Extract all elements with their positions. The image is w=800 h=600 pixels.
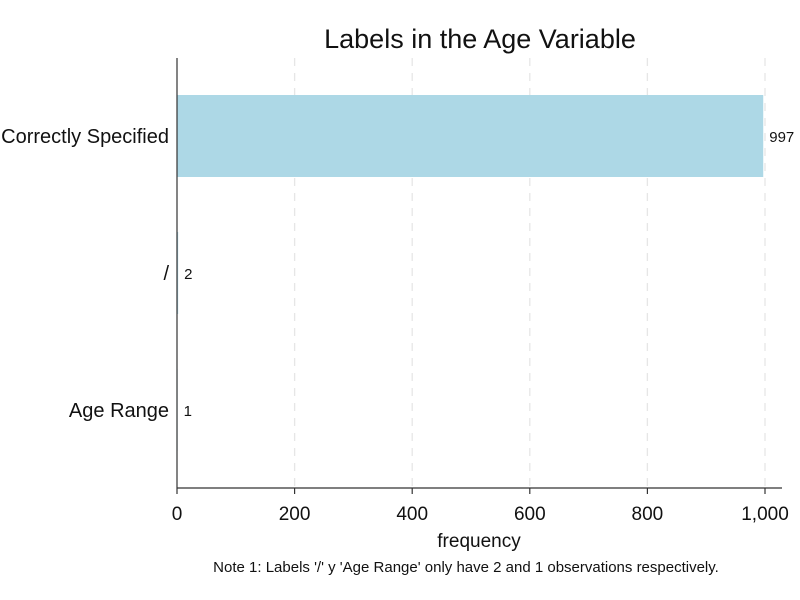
data-label: 1 xyxy=(184,403,192,420)
chart-note: Note 1: Labels '/' y 'Age Range' only ha… xyxy=(213,559,719,576)
data-label: 997 xyxy=(769,129,794,146)
labels: 0 200 400 600 800 1,000 Correctly Specified 997… xyxy=(1,126,794,525)
bars xyxy=(177,95,764,451)
category-label: / xyxy=(163,263,169,285)
category-label: Age Range xyxy=(69,400,169,422)
bar xyxy=(177,95,764,177)
x-tick-label: 600 xyxy=(514,504,546,525)
x-tick-label: 800 xyxy=(632,504,664,525)
x-tick-label: 200 xyxy=(279,504,311,525)
gridlines xyxy=(293,58,766,488)
x-axis-title: frequency xyxy=(437,531,521,552)
x-tick-label: 400 xyxy=(396,504,428,525)
category-label: Correctly Specified xyxy=(1,126,169,148)
x-tick-label: 1,000 xyxy=(741,504,789,525)
axes xyxy=(176,58,782,494)
data-label: 2 xyxy=(184,266,192,283)
chart-title: Labels in the Age Variable xyxy=(324,24,636,54)
x-tick-label: 0 xyxy=(172,504,183,525)
